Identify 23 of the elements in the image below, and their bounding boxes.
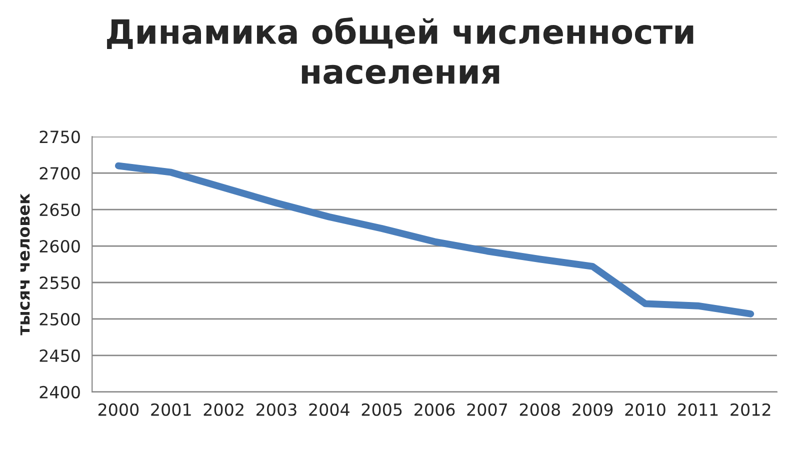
- y-tick-label: 2450: [40, 349, 80, 362]
- x-tick-label: 2000: [98, 403, 139, 416]
- x-tick-label: 2004: [309, 403, 350, 416]
- y-axis-title: тысяч человек: [20, 193, 30, 336]
- y-tick-label: 2500: [40, 312, 80, 326]
- y-tick-label: 2700: [40, 167, 80, 180]
- x-tick-label: 2002: [204, 403, 244, 416]
- x-tick-label: 2001: [151, 403, 191, 416]
- x-tick-label: 2003: [256, 403, 296, 416]
- x-tick-label: 2012: [730, 403, 770, 416]
- y-tick-label: 2550: [40, 276, 80, 290]
- x-tick-label: 2007: [467, 403, 508, 416]
- y-tick-label: 2750: [40, 130, 80, 144]
- x-tick-label: 2005: [362, 403, 402, 416]
- x-tick-label: 2010: [625, 403, 666, 416]
- x-tick-label: 2008: [520, 403, 560, 416]
- y-tick-label: 2650: [40, 204, 80, 216]
- x-tick-label: 2011: [678, 403, 718, 416]
- x-tick-label: 2009: [572, 403, 613, 416]
- y-tick-label: 2400: [40, 386, 80, 398]
- y-tick-label: 2600: [40, 240, 80, 253]
- x-tick-label: 2006: [414, 403, 455, 416]
- chart-title: Динамика общей численности населения: [107, 17, 694, 84]
